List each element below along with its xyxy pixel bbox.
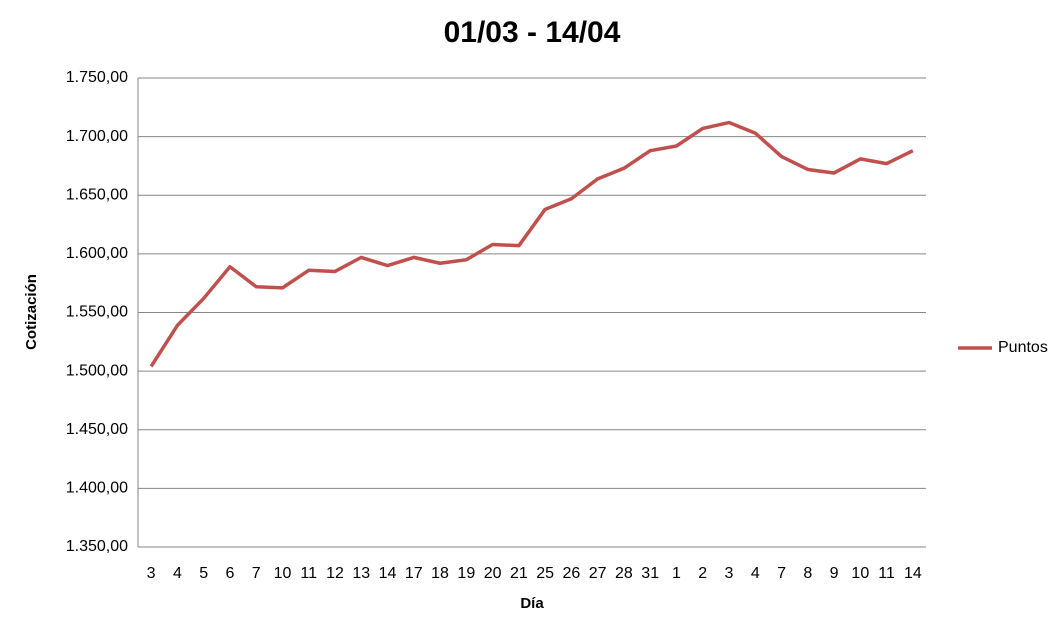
y-tick-label: 1.750,00	[66, 69, 128, 86]
y-axis-label: Cotización	[23, 274, 40, 350]
x-tick-label: 7	[777, 565, 786, 582]
x-tick-label: 27	[589, 565, 607, 582]
x-tick-label: 6	[225, 565, 234, 582]
legend-label: Puntos	[998, 339, 1048, 356]
x-tick-label: 2	[698, 565, 707, 582]
x-tick-label: 1	[672, 565, 681, 582]
x-tick-label: 11	[300, 565, 317, 582]
x-tick-label: 18	[431, 565, 449, 582]
y-tick-label: 1.600,00	[66, 245, 128, 262]
chart-title: 01/03 - 14/04	[444, 16, 621, 49]
x-tick-label: 21	[510, 565, 528, 582]
x-tick-label: 11	[878, 565, 895, 582]
x-tick-label: 3	[725, 565, 734, 582]
y-tick-label: 1.700,00	[66, 128, 128, 145]
x-tick-label: 7	[252, 565, 261, 582]
y-tick-label: 1.400,00	[66, 480, 128, 497]
x-tick-label: 31	[641, 565, 659, 582]
x-tick-label: 20	[484, 565, 502, 582]
x-tick-label: 13	[352, 565, 370, 582]
x-tick-label: 25	[536, 565, 554, 582]
x-tick-label: 26	[563, 565, 581, 582]
y-tick-label: 1.500,00	[66, 362, 128, 379]
x-tick-label: 3	[147, 565, 156, 582]
y-tick-label: 1.350,00	[66, 538, 128, 555]
x-tick-label: 4	[751, 565, 760, 582]
data-line	[149, 120, 914, 368]
x-tick-label: 28	[615, 565, 633, 582]
x-tick-label: 4	[173, 565, 182, 582]
x-axis-label: Día	[520, 595, 544, 612]
x-tick-label: 19	[457, 565, 475, 582]
x-tick-label: 17	[405, 565, 423, 582]
x-tick-label: 10	[851, 565, 869, 582]
x-tick-label: 8	[803, 565, 812, 582]
x-tick-label: 9	[830, 565, 839, 582]
x-tick-label: 14	[904, 565, 922, 582]
x-tick-label: 12	[326, 565, 344, 582]
y-tick-label: 1.450,00	[66, 421, 128, 438]
x-tick-label: 14	[379, 565, 397, 582]
y-tick-label: 1.650,00	[66, 186, 128, 203]
x-tick-label: 10	[274, 565, 292, 582]
y-tick-label: 1.550,00	[66, 304, 128, 321]
x-tick-label: 5	[199, 565, 208, 582]
